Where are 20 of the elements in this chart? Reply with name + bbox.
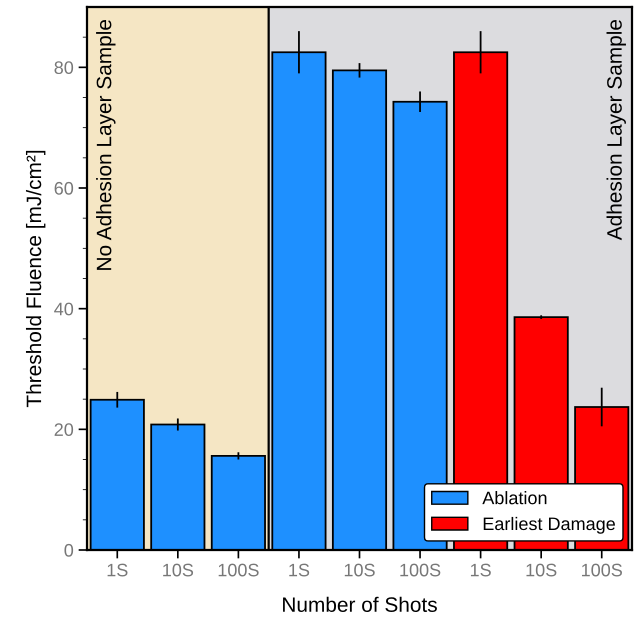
x-tick-label: 1S — [470, 564, 491, 576]
legend-label: Ablation — [482, 491, 546, 504]
x-tick-label: 100S — [582, 564, 622, 576]
y-axis-title: Threshold Fluence [mJ/cm²] — [26, 150, 46, 408]
y-tick-label: 0 — [64, 544, 74, 557]
x-tick-label: 1S — [108, 564, 128, 576]
x-tick-label: 10S — [526, 564, 556, 576]
x-tick-label: 100S — [400, 564, 440, 576]
annotation: Adhesion Layer Sample — [606, 20, 626, 240]
y-tick-label: 20 — [54, 423, 74, 436]
y-tick-label: 40 — [54, 302, 74, 316]
y-tick-label: 60 — [54, 182, 74, 195]
annotation: No Adhesion Layer Sample — [96, 20, 116, 270]
x-tick-label: 100S — [218, 564, 259, 576]
x-tick-label: 10S — [163, 564, 194, 576]
x-tick-label: 1S — [289, 564, 310, 576]
legend-label: Earliest Damage — [484, 516, 615, 534]
x-axis-title: Number of Shots — [283, 596, 437, 612]
x-tick-label: 10S — [344, 564, 375, 576]
y-tick-label: 80 — [54, 61, 74, 74]
